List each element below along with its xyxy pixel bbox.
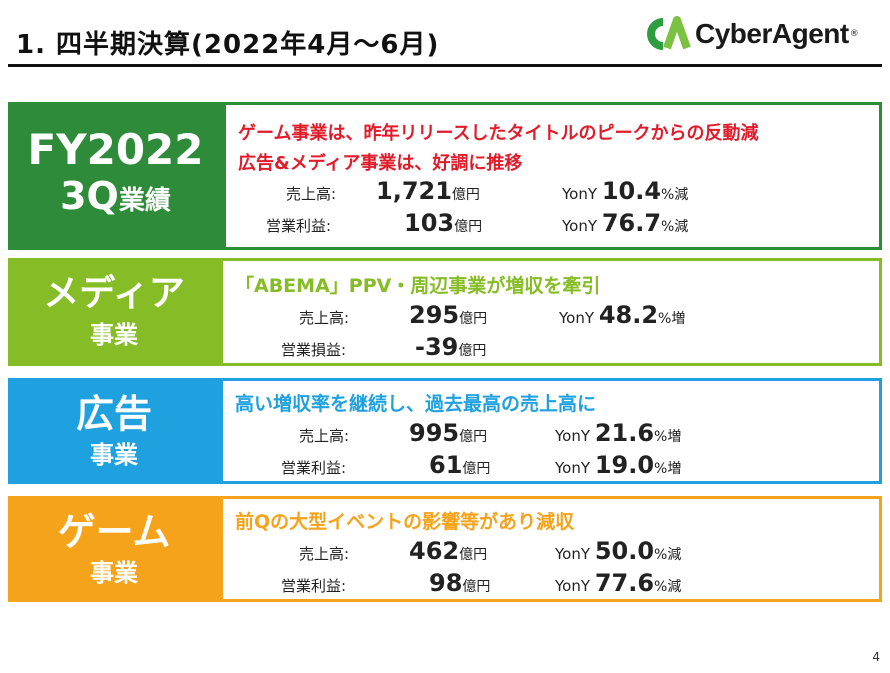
ad-row: 広告 事業 高い増収率を継続し、過去最高の売上高に 売上高: 995億円 Yon… — [8, 378, 882, 484]
fy-headline-2: 広告&メディア事業は、好調に推移 — [238, 153, 523, 174]
game-label-title: ゲーム — [57, 510, 171, 554]
game-sales-row: 売上高: 462億円 YonY 50.0%減 — [223, 537, 873, 567]
ad-label-title: 広告 — [75, 392, 152, 436]
fy-op-row: 営業利益: 103億円 YonY 76.7%減 — [226, 209, 876, 239]
game-label: ゲーム 事業 — [8, 496, 220, 602]
media-headline: 「ABEMA」PPV・周辺事業が増収を牽引 — [235, 275, 601, 297]
game-headline: 前Qの大型イベントの影響等があり減収 — [235, 511, 575, 533]
fy-headline-1: ゲーム事業は、昨年リリースしたタイトルのピークからの反動減 — [238, 123, 759, 144]
ad-sales-value: 995億円 — [409, 419, 488, 447]
fy-sales-label: 売上高: — [286, 185, 337, 203]
media-sales-label: 売上高: — [299, 309, 350, 327]
game-sales-yony: YonY 50.0%減 — [555, 537, 682, 565]
game-op-value: 98億円 — [429, 569, 491, 597]
media-sales-row: 売上高: 295億円 YonY 48.2%増 — [223, 301, 873, 331]
fy-label: FY2022 3Q業績 — [8, 102, 223, 250]
fy-label-results: 業績 — [118, 186, 171, 216]
media-label: メディア 事業 — [8, 258, 220, 366]
game-op-row: 営業利益: 98億円 YonY 77.6%減 — [223, 569, 873, 599]
fy-label-title: FY2022 — [27, 125, 204, 174]
media-label-sub: 事業 — [90, 321, 138, 349]
ad-label: 広告 事業 — [8, 378, 220, 484]
ad-op-value: 61億円 — [429, 451, 491, 479]
game-op-yony: YonY 77.6%減 — [555, 569, 682, 597]
game-op-label: 営業利益: — [281, 577, 347, 595]
ad-op-label: 営業利益: — [281, 459, 347, 477]
ad-label-sub: 事業 — [90, 441, 138, 469]
fy-summary-row: FY2022 3Q業績 ゲーム事業は、昨年リリースしたタイトルのピークからの反動… — [8, 102, 882, 250]
media-label-title: メディア — [43, 273, 185, 314]
game-sales-value: 462億円 — [409, 537, 488, 565]
ad-panel: 高い増収率を継続し、過去最高の売上高に 売上高: 995億円 YonY 21.6… — [220, 378, 882, 484]
fy-label-quarter: 3Q — [60, 174, 119, 218]
page-number: 4 — [872, 650, 880, 664]
game-panel: 前Qの大型イベントの影響等があり減収 売上高: 462億円 YonY 50.0%… — [220, 496, 882, 602]
game-label-sub: 事業 — [90, 559, 138, 587]
ad-sales-label: 売上高: — [299, 427, 350, 445]
fy-sales-row: 売上高: 1,721億円 YonY 10.4%減 — [226, 177, 876, 207]
logo-registered-mark: ® — [849, 29, 859, 39]
ad-op-yony: YonY 19.0%増 — [555, 451, 682, 479]
cyberagent-logo: CyberAgent ® — [641, 14, 859, 54]
media-op-row: 営業損益: -39億円 — [223, 333, 873, 363]
ad-headline: 高い増収率を継続し、過去最高の売上高に — [235, 393, 597, 415]
media-row: メディア 事業 「ABEMA」PPV・周辺事業が増収を牽引 売上高: 295億円… — [8, 258, 882, 366]
fy-sales-value: 1,721億円 — [376, 177, 480, 205]
game-sales-label: 売上高: — [299, 545, 350, 563]
ad-op-row: 営業利益: 61億円 YonY 19.0%増 — [223, 451, 873, 481]
logo-text: CyberAgent — [695, 18, 849, 49]
media-sales-value: 295億円 — [409, 301, 488, 329]
header-rule — [8, 64, 882, 67]
ca-mark-icon — [647, 16, 691, 50]
fy-panel: ゲーム事業は、昨年リリースしたタイトルのピークからの反動減 広告&メディア事業は… — [223, 102, 882, 250]
game-row: ゲーム 事業 前Qの大型イベントの影響等があり減収 売上高: 462億円 Yon… — [8, 496, 882, 602]
ad-sales-yony: YonY 21.6%増 — [555, 419, 682, 447]
media-panel: 「ABEMA」PPV・周辺事業が増収を牽引 売上高: 295億円 YonY 48… — [220, 258, 882, 366]
media-op-value: -39億円 — [415, 333, 487, 361]
ad-sales-row: 売上高: 995億円 YonY 21.6%増 — [223, 419, 873, 449]
fy-sales-yony: YonY 10.4%減 — [562, 177, 689, 205]
media-sales-yony: YonY 48.2%増 — [559, 301, 686, 329]
media-op-label: 営業損益: — [281, 341, 347, 359]
fy-op-value: 103億円 — [404, 209, 483, 237]
fy-op-label: 営業利益: — [266, 217, 332, 235]
fy-op-yony: YonY 76.7%減 — [562, 209, 689, 237]
fy-label-sub: 3Q業績 — [60, 174, 171, 226]
page-title: 1. 四半期決算(2022年4月〜6月) — [16, 30, 440, 60]
